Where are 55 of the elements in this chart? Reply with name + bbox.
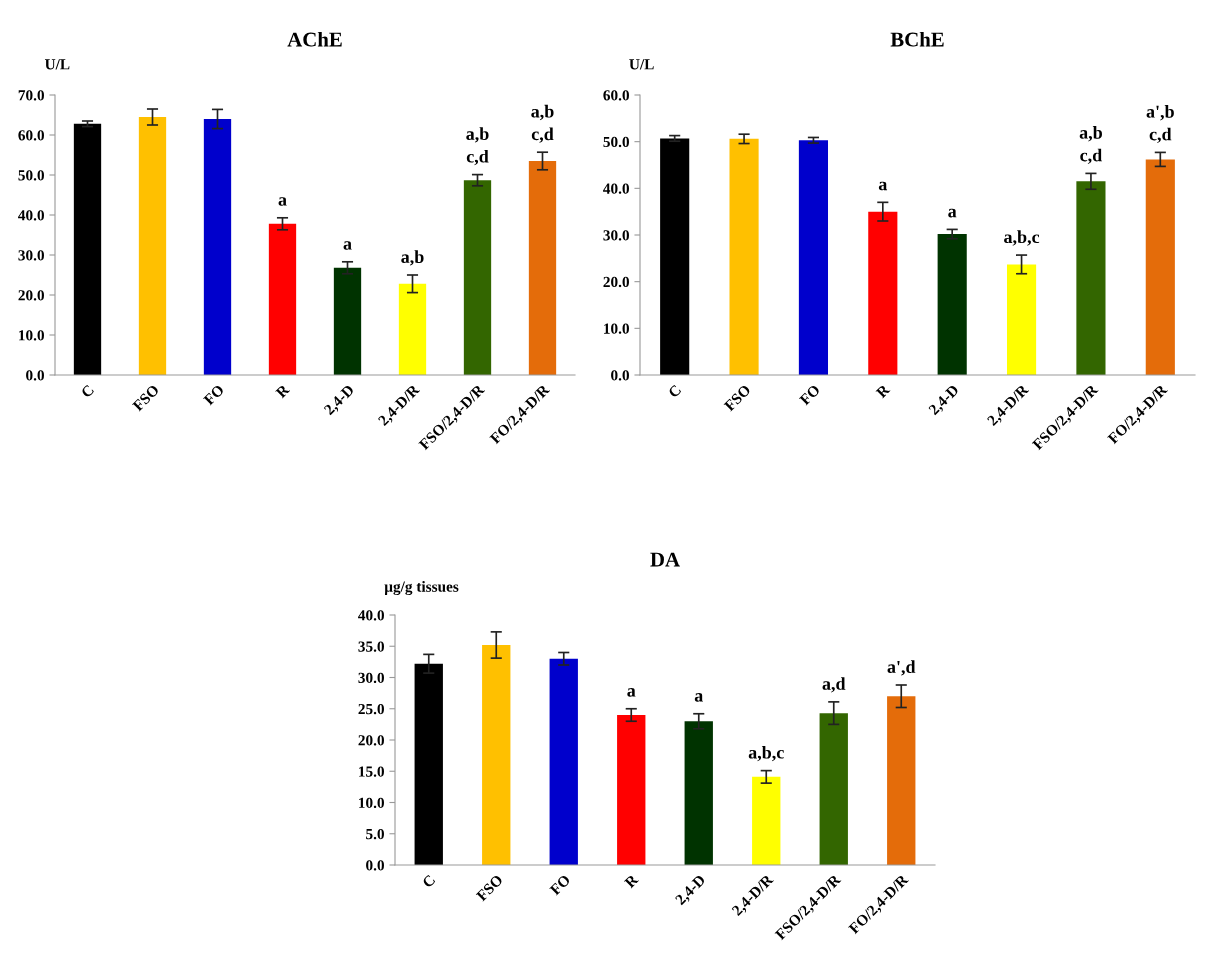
y-tick-label: 50.0	[603, 136, 629, 148]
chart-title: AChE	[287, 31, 342, 47]
chart-title: BChE	[890, 31, 944, 47]
y-tick-label: 20.0	[603, 276, 629, 288]
chart-title: DA	[650, 552, 680, 567]
y-tick-label: 20.0	[18, 290, 44, 301]
y-tick-label: 40.0	[358, 610, 384, 621]
y-tick-label: 50.0	[18, 170, 44, 181]
y-axis-title: µg/g tissues	[384, 581, 459, 595]
annotation: a',d	[887, 660, 916, 676]
x-tick-label: C	[667, 384, 682, 399]
y-tick-label: 0.0	[366, 860, 384, 871]
y-axis-title: U/L	[629, 59, 654, 70]
y-axis-title: U/L	[44, 59, 70, 70]
x-tick-label: R	[275, 383, 291, 399]
y-tick-label: 10.0	[359, 797, 384, 809]
annotation: a,b	[401, 250, 424, 266]
annotation: a	[694, 693, 703, 702]
y-tick-label: 25.0	[358, 703, 384, 715]
x-tick-label: FSO	[475, 874, 504, 902]
y-tick-label: 0.0	[26, 370, 44, 381]
annotation: a	[627, 688, 636, 697]
annotation: a,b c,d	[466, 127, 489, 166]
y-tick-label: 10.0	[19, 330, 44, 341]
y-tick-label: 30.0	[603, 230, 629, 241]
y-tick-label: 35.0	[358, 641, 384, 652]
annotation: a,b,c	[748, 745, 784, 762]
annotation: a	[948, 208, 957, 218]
annotation: a	[878, 181, 888, 191]
annotation: a',b c,d	[1146, 105, 1174, 144]
y-tick-label: 70.0	[18, 90, 44, 101]
x-tick-label: R	[875, 383, 891, 399]
y-tick-label: 40.0	[603, 183, 629, 194]
annotation: a	[343, 241, 352, 250]
x-tick-label: FO	[203, 384, 225, 406]
annotation: a	[278, 197, 287, 206]
annotation: a,b c,d	[531, 104, 554, 143]
x-tick-label: FO	[549, 874, 571, 896]
annotation: a,b,c	[1004, 230, 1040, 246]
y-tick-label: 10.0	[604, 323, 629, 334]
y-tick-label: 60.0	[18, 130, 44, 141]
annotation: a,d	[822, 677, 846, 693]
y-tick-label: 30.0	[18, 250, 44, 261]
x-tick-label: R	[624, 873, 639, 889]
x-tick-label: C	[421, 874, 436, 889]
y-tick-label: 5.0	[366, 828, 384, 840]
y-tick-label: 20.0	[358, 735, 384, 746]
x-tick-label: FO	[798, 384, 821, 406]
y-tick-label: 0.0	[611, 370, 629, 381]
annotation: a,b c,d	[1079, 126, 1103, 165]
y-tick-label: 40.0	[18, 210, 44, 221]
x-tick-label: C	[80, 384, 95, 399]
y-tick-label: 60.0	[603, 90, 629, 101]
y-tick-label: 30.0	[358, 672, 384, 684]
y-tick-label: 15.0	[359, 766, 384, 777]
